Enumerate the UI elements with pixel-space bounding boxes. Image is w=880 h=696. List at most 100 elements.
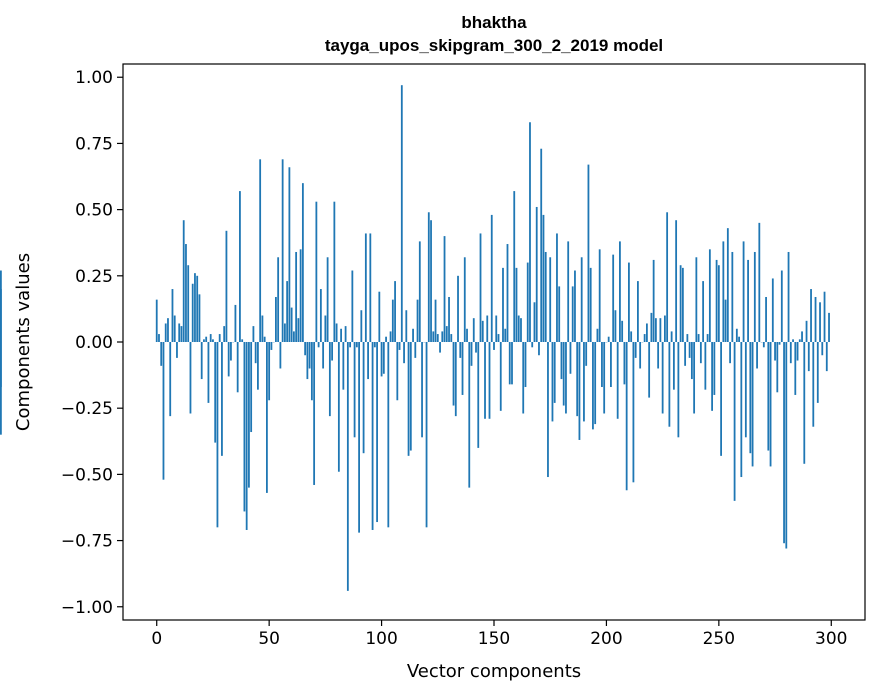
bar-183 <box>567 241 570 342</box>
bar-97 <box>373 342 376 348</box>
bar-95 <box>369 233 372 342</box>
bar-106 <box>394 281 396 342</box>
bar-111 <box>405 310 408 342</box>
bar-160 <box>515 267 518 342</box>
bar-253 <box>724 299 727 342</box>
y-tick-label: −0.25 <box>61 399 113 419</box>
bar-247 <box>711 342 713 411</box>
bar-71 <box>315 201 318 342</box>
bar-282 <box>789 342 792 364</box>
bar-79 <box>333 201 336 342</box>
bar-256 <box>731 251 734 342</box>
bar-179 <box>558 286 561 342</box>
bar-60 <box>290 307 293 342</box>
bar-91 <box>360 310 363 342</box>
bar-211 <box>630 331 633 342</box>
bar-146 <box>484 342 486 419</box>
bar-121 <box>427 212 430 342</box>
bar-172 <box>542 214 545 342</box>
bar-18 <box>196 275 199 342</box>
bar-167 <box>531 342 534 348</box>
bar-110 <box>403 342 405 364</box>
bar-153 <box>499 342 502 411</box>
bar-132 <box>452 342 455 406</box>
bar-107 <box>396 342 399 401</box>
bar-90 <box>358 342 360 533</box>
bar-204 <box>614 310 617 342</box>
bar-63 <box>297 318 300 342</box>
bar-299 <box>828 312 830 342</box>
bar-101 <box>382 342 385 374</box>
bar-46 <box>259 159 262 342</box>
bar-42 <box>250 342 253 433</box>
bar-129 <box>445 326 448 342</box>
bar-169 <box>535 206 538 342</box>
bar-224 <box>659 318 662 342</box>
bar-273 <box>769 342 772 467</box>
y-tick-label: −1.00 <box>61 598 113 618</box>
bar-137 <box>463 257 466 342</box>
bar-241 <box>697 334 700 342</box>
bar-178 <box>556 233 558 342</box>
bar-0 <box>155 299 158 342</box>
bar-214 <box>637 281 639 342</box>
bar-127 <box>441 331 444 342</box>
bar-284 <box>794 342 797 395</box>
bar-20 <box>200 342 203 380</box>
bar-43 <box>252 326 255 342</box>
bar-120 <box>425 342 428 528</box>
bar-258 <box>735 328 738 342</box>
bar-193 <box>589 267 592 342</box>
bar-182 <box>565 342 567 414</box>
bar-21 <box>203 339 205 342</box>
bar-35 <box>234 304 237 342</box>
bar-40 <box>245 342 248 530</box>
bar-197 <box>598 249 601 342</box>
bar-66 <box>304 342 307 356</box>
bar-248 <box>713 342 716 395</box>
bar-198 <box>601 342 603 388</box>
bar-187 <box>576 342 579 417</box>
bar-undefined <box>0 270 2 342</box>
bar-259 <box>738 336 740 342</box>
y-tick-label: 0.25 <box>75 267 113 287</box>
bar-242 <box>699 342 702 364</box>
bar-185 <box>571 286 574 342</box>
bar-13 <box>185 244 187 342</box>
x-tick-label: 150 <box>478 629 510 649</box>
bar-114 <box>412 328 414 342</box>
x-tick-label: 100 <box>365 629 397 649</box>
bar-285 <box>796 342 799 361</box>
bar-69 <box>310 342 313 401</box>
bar-22 <box>205 336 208 342</box>
bar-100 <box>380 342 383 377</box>
bar-136 <box>461 342 464 395</box>
bar-56 <box>281 159 284 342</box>
bar-24 <box>209 334 212 342</box>
bar-180 <box>560 342 563 380</box>
bar-108 <box>398 342 401 350</box>
x-axis-label: Vector components <box>407 661 581 682</box>
bar-150 <box>493 342 495 350</box>
bar-65 <box>301 183 304 342</box>
bar-266 <box>753 251 756 342</box>
bar-268 <box>758 222 761 342</box>
bar-73 <box>319 289 322 342</box>
bars-group <box>0 85 830 591</box>
bar-237 <box>688 342 691 358</box>
bar-257 <box>733 342 736 501</box>
bar-68 <box>308 342 311 369</box>
bar-251 <box>720 342 722 456</box>
bar-255 <box>729 342 731 364</box>
bar-186 <box>574 270 576 342</box>
bar-205 <box>616 342 619 419</box>
bar-57 <box>283 323 286 342</box>
bar-113 <box>409 342 412 451</box>
bar-109 <box>400 85 403 343</box>
bar-166 <box>529 122 531 342</box>
bar-196 <box>596 328 599 342</box>
bar-142 <box>475 342 477 353</box>
bar-58 <box>286 281 289 342</box>
bar-32 <box>227 342 230 377</box>
